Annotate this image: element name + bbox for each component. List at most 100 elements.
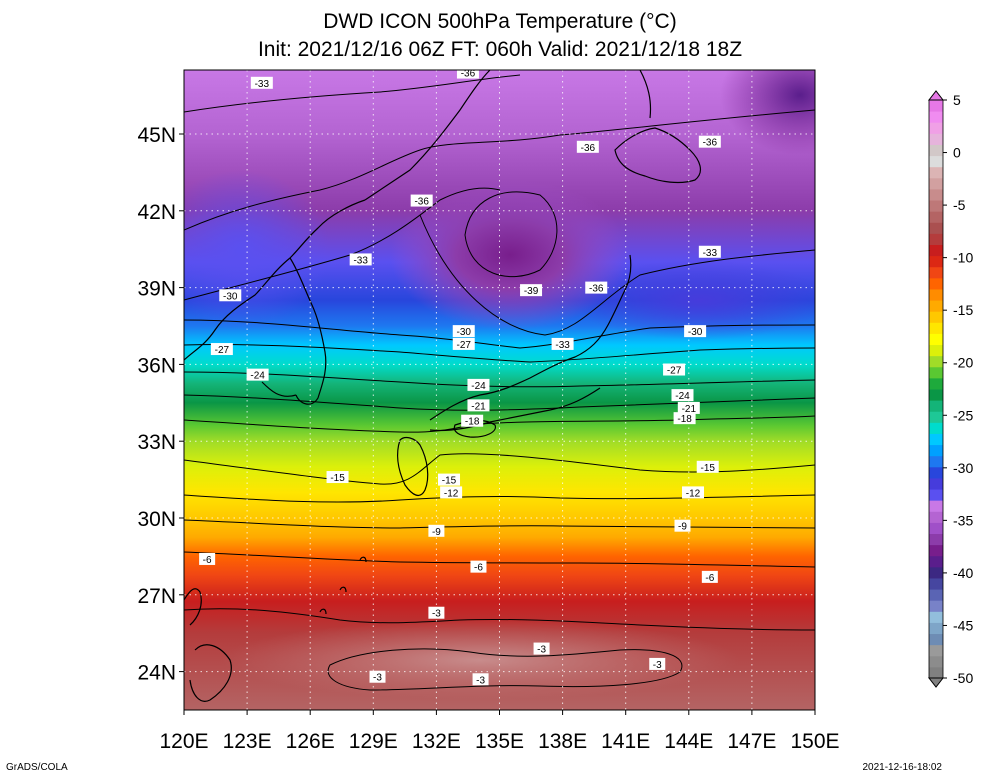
contour-label-bg <box>326 471 349 484</box>
y-tick-label: 30N <box>137 508 176 531</box>
colorbar-label: 5 <box>953 92 961 108</box>
footer-timestamp: 2021-12-16-18:02 <box>862 762 942 773</box>
y-tick-label: 39N <box>137 278 176 301</box>
map-subtitle: Init: 2021/12/16 06Z FT: 060h Valid: 202… <box>257 38 743 61</box>
contour-label-bg <box>682 486 705 499</box>
colorbar-segment <box>929 177 943 190</box>
temperature-field: -36 -33 -36 -36 -36 -33 -33 -30 -39 -36 -30 -27 -33 -… <box>184 70 815 710</box>
contour-label-bg <box>467 399 490 412</box>
contour-label: -36 <box>703 138 718 149</box>
colorbar-segment <box>929 444 943 457</box>
contour-label-bg <box>452 325 475 338</box>
colorbar-segment <box>929 244 943 257</box>
contour-label-bg <box>673 412 696 425</box>
x-tick-label: 141E <box>601 730 650 753</box>
x-tick-label: 135E <box>475 730 524 753</box>
colorbar-segment <box>929 589 943 601</box>
contour-label: -6 <box>203 555 212 566</box>
colorbar-segment <box>929 311 943 323</box>
coastline <box>396 436 429 497</box>
coastline <box>261 381 297 397</box>
colorbar-segment <box>929 255 943 268</box>
colorbar-segment <box>929 666 943 679</box>
colorbar-max-arrow <box>927 90 945 101</box>
x-axis: 120E 123E 126E 129E 132E 135E 138E 141E 144E 147E… <box>159 710 840 753</box>
x-tick-label: 150E <box>790 730 839 753</box>
x-tick-label: 132E <box>412 730 461 753</box>
colorbar-segment <box>929 344 943 357</box>
map-title: DWD ICON 500hPa Temperature (°C) <box>323 10 677 33</box>
contour-label: -12 <box>686 488 701 499</box>
y-tick-label: 24N <box>137 662 176 685</box>
contour-label: -39 <box>524 286 539 297</box>
colorbar-segment <box>929 422 943 434</box>
colorbar-segment <box>929 511 943 523</box>
contour-label: -15 <box>701 463 716 474</box>
isotherm <box>184 371 815 388</box>
contour-label-bg <box>410 194 433 207</box>
contour-label-bg <box>199 552 216 565</box>
colorbar-segment <box>929 489 943 501</box>
y-tick-label: 36N <box>137 354 176 377</box>
contour-label-bg <box>684 325 707 338</box>
isotherm <box>184 344 815 363</box>
contour-label-bg <box>470 560 487 573</box>
colorbar: 5 0 -5 -10 -15 -20 -25 -30 -35 -40 -45 -50 <box>927 90 973 688</box>
contour-label-bg <box>438 473 461 486</box>
contour-label: -33 <box>555 340 570 351</box>
coastline <box>184 588 202 626</box>
contour-label: -27 <box>215 345 230 356</box>
colorbar-segment <box>929 233 943 245</box>
x-tick-label: 144E <box>664 730 713 753</box>
contour-label: -36 <box>581 143 596 154</box>
colorbar-segment <box>929 133 943 145</box>
coastline <box>639 70 652 119</box>
contour-label-bg <box>585 281 608 294</box>
colorbar-segment <box>929 622 943 635</box>
isotherm <box>184 319 815 349</box>
contour-label-bg <box>461 414 484 427</box>
colorbar-label: -25 <box>953 407 973 423</box>
contour-label: -30 <box>457 327 472 338</box>
isotherm <box>419 214 815 336</box>
x-tick-label: 147E <box>727 730 776 753</box>
contour-label-bg <box>428 606 445 619</box>
contour-label: -6 <box>705 573 714 584</box>
coastlines <box>184 70 702 702</box>
contour-label: -15 <box>442 476 457 487</box>
colorbar-segment <box>929 555 943 568</box>
contour-label: -33 <box>703 248 718 259</box>
contour-label: -27 <box>667 366 682 377</box>
contour-label: -3 <box>476 675 485 686</box>
northeast-cold <box>720 70 815 155</box>
contour-label: -18 <box>677 414 692 425</box>
contour-label-bg <box>671 389 694 402</box>
contour-label-bg <box>369 670 386 683</box>
x-tick-label: 126E <box>286 730 335 753</box>
y-tick-label: 33N <box>137 431 176 454</box>
contour-label-bg <box>533 642 550 655</box>
colorbar-frame <box>928 99 944 679</box>
x-tick-label: 120E <box>159 730 208 753</box>
contour-label-bg <box>349 253 372 266</box>
cold-core <box>390 180 630 330</box>
east-blue-band <box>570 260 815 340</box>
isotherm <box>184 551 815 568</box>
colorbar-segment <box>929 644 943 657</box>
contour-label-bg <box>677 401 700 414</box>
contour-label-bg <box>663 363 686 376</box>
contour-label: -27 <box>457 340 472 351</box>
contour-label: -21 <box>471 401 486 412</box>
colorbar-segment <box>929 144 943 157</box>
colorbar-segment <box>929 322 943 334</box>
colorbar-segment <box>929 544 943 557</box>
colorbar-segment <box>929 155 943 168</box>
isotherm <box>184 74 521 113</box>
y-tick-label: 27N <box>137 585 176 608</box>
coastline <box>319 608 327 615</box>
colorbar-segment <box>929 333 943 346</box>
contour-label: -30 <box>688 327 703 338</box>
contour-label: -33 <box>353 255 368 266</box>
contour-label-bg <box>467 378 490 391</box>
colorbar-segment <box>929 100 943 112</box>
